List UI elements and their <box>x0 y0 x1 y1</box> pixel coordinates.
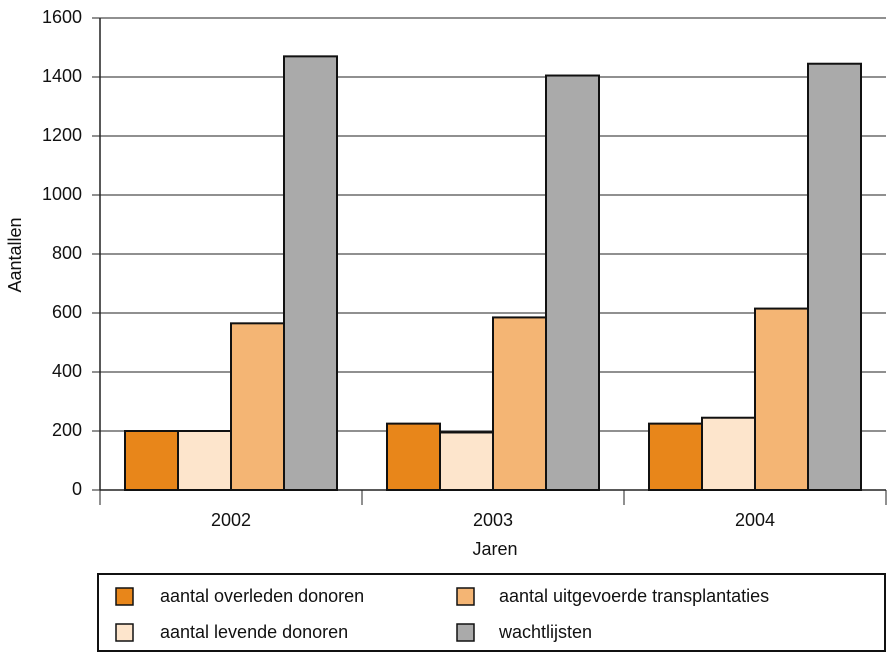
legend-swatch <box>115 623 134 642</box>
y-tick-label: 1600 <box>42 7 82 27</box>
bar <box>545 74 600 492</box>
y-tick-label: 1200 <box>42 125 82 145</box>
x-tick-label: 2002 <box>211 510 251 530</box>
y-tick-label: 200 <box>52 420 82 440</box>
x-axis-label: Jaren <box>472 539 517 559</box>
bar <box>386 422 441 491</box>
bar <box>807 62 862 491</box>
bar <box>439 431 494 492</box>
bar <box>177 430 232 491</box>
x-tick-label: 2004 <box>735 510 775 530</box>
legend-swatch <box>115 587 134 606</box>
y-axis-label: Aantallen <box>5 217 25 292</box>
bar <box>283 55 338 491</box>
y-tick-label: 1400 <box>42 66 82 86</box>
y-tick-label: 800 <box>52 243 82 263</box>
bar <box>124 430 179 491</box>
legend-label: aantal levende donoren <box>160 622 348 642</box>
y-tick-label: 600 <box>52 302 82 322</box>
legend-label: wachtlijsten <box>498 622 592 642</box>
bar <box>230 322 285 492</box>
legend-label: aantal overleden donoren <box>160 586 364 606</box>
x-tick-label: 2003 <box>473 510 513 530</box>
bar <box>492 316 547 491</box>
legend-label: aantal uitgevoerde transplantaties <box>499 586 769 606</box>
y-tick-label: 0 <box>72 479 82 499</box>
bar <box>701 416 756 492</box>
legend-swatch <box>456 587 475 606</box>
legend-swatch <box>456 623 475 642</box>
legend-box <box>97 573 886 652</box>
y-tick-label: 400 <box>52 361 82 381</box>
bar <box>648 422 703 491</box>
bar <box>754 307 809 492</box>
y-tick-label: 1000 <box>42 184 82 204</box>
